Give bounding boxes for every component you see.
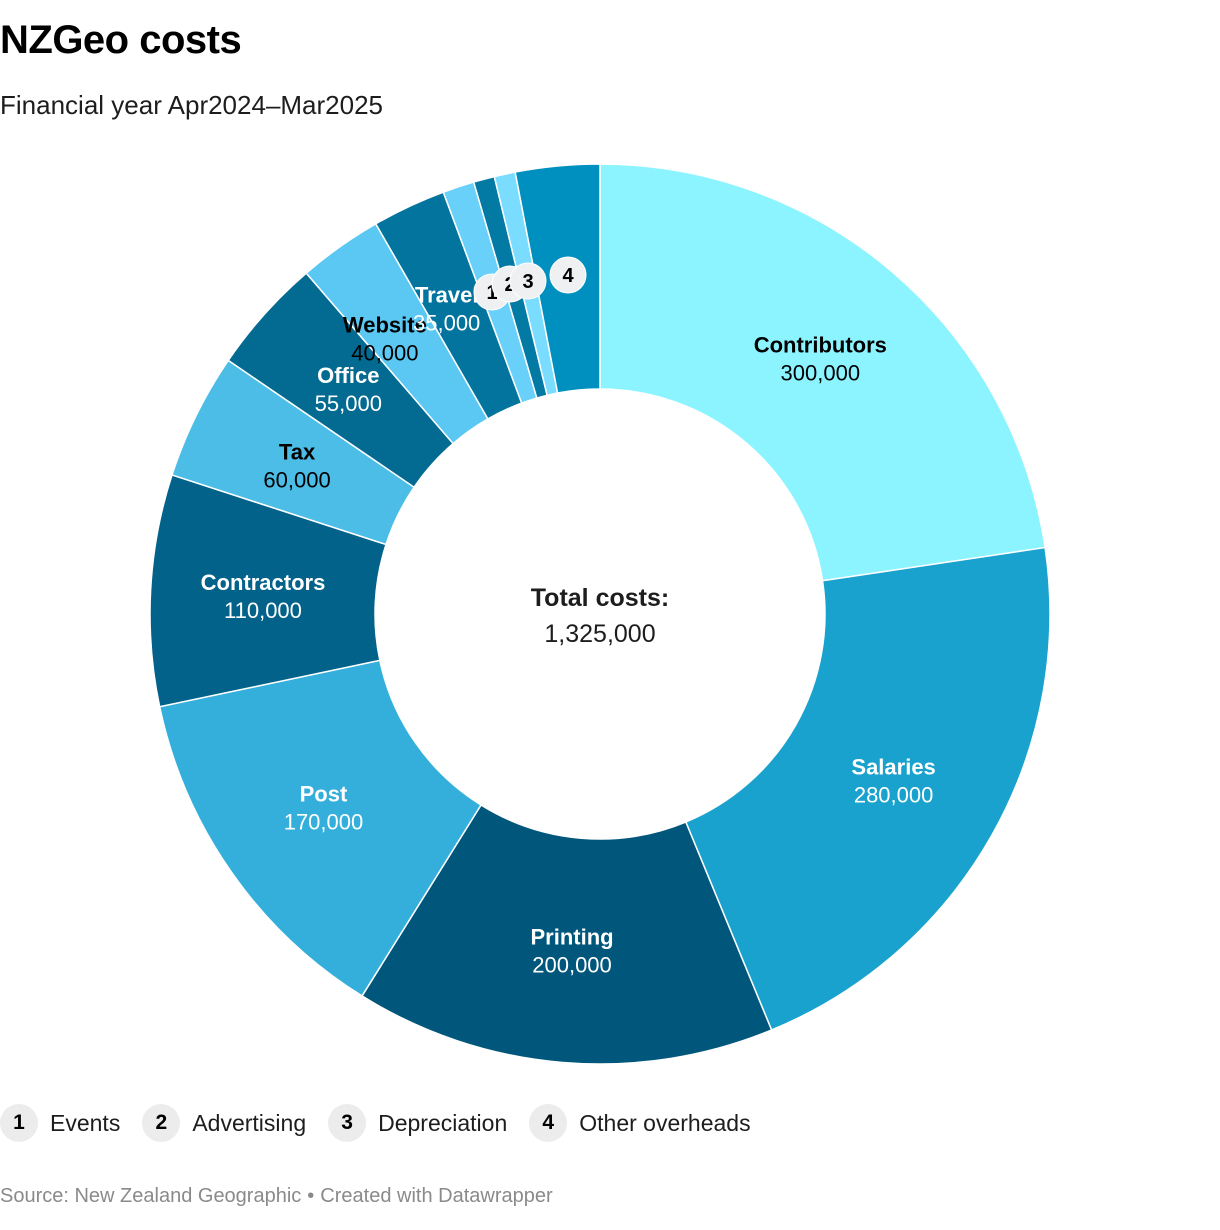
slice-value-post: 170,000 [284,809,364,834]
chart-subtitle: Financial year Apr2024–Mar2025 [0,90,384,120]
slice-printing[interactable] [361,803,773,1065]
slice-label-travel: Travel [415,282,479,307]
slice-badge-other-overheads [549,256,587,294]
slice-value-contributors: 300,000 [781,360,861,385]
slice-label-contractors: Contractors [201,570,326,595]
slice-label-website: Website [343,313,427,338]
legend: 1 Events 2 Advertising 3 Depreciation 4 … [0,1104,773,1142]
slice-label-office: Office [317,363,379,388]
slice-label-contributors: Contributors [754,332,887,357]
slice-salaries[interactable] [684,546,1051,1031]
legend-label: Advertising [192,1109,307,1136]
legend-item-advertising: 2 Advertising [142,1104,306,1142]
slice-label-post: Post [300,781,348,806]
slice-badge-number-depreciation: 3 [522,271,533,293]
legend-label: Events [50,1109,121,1136]
slice-label-printing: Printing [530,924,613,949]
slice-label-salaries: Salaries [851,754,935,779]
slice-badge-number-events: 1 [486,282,497,304]
slice-post[interactable] [158,659,483,997]
legend-badge: 3 [328,1104,367,1142]
legend-item-events: 1 Events [0,1104,120,1142]
chart-footer: Source: New Zealand Geographic • Created w… [0,1185,553,1208]
donut-chart: Contributors 300,000 Salaries 280,000 Printi… [149,163,1051,1065]
slice-value-travel: 35,000 [413,310,480,335]
center-total-value: 1,325,000 [544,620,655,648]
donut-slice-labels: Contributors 300,000 Salaries 280,000 Printi… [201,282,936,977]
slice-label-tax: Tax [279,439,316,464]
donut-slice-badges: 1234 [473,256,587,311]
legend-badge: 2 [142,1104,181,1142]
legend-item-depreciation: 3 Depreciation [328,1104,507,1142]
legend-label: Depreciation [378,1109,508,1136]
slice-value-office: 55,000 [315,391,382,416]
slice-value-salaries: 280,000 [854,782,934,807]
center-total-label: Total costs: [531,584,669,612]
slice-value-tax: 60,000 [263,467,330,492]
slice-value-contractors: 110,000 [224,598,302,623]
legend-badge: 1 [0,1104,38,1142]
legend-item-other-overheads: 4 Other overheads [529,1104,751,1142]
slice-badge-depreciation [509,262,547,300]
source-text: Source: New Zealand Geographic [0,1185,302,1207]
credit-link[interactable]: Created with Datawrapper [320,1185,553,1207]
donut-slices [149,163,1051,1065]
legend-badge: 4 [529,1104,568,1142]
slice-badge-number-other-overheads: 4 [562,265,574,287]
slice-value-website: 40,000 [351,341,418,366]
chart-title: NZGeo costs [0,18,242,62]
footer-separator: • [307,1185,315,1207]
legend-label: Other overheads [579,1109,751,1136]
slice-contributors[interactable] [599,163,1046,582]
slice-value-printing: 200,000 [532,952,612,977]
